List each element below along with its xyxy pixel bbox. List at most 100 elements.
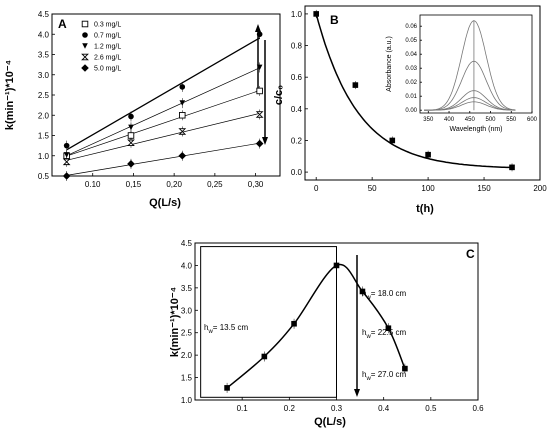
inset-xtick-label: 550 bbox=[506, 117, 517, 123]
panel-a-legend-marker bbox=[82, 32, 88, 38]
panel-a-legend-marker bbox=[81, 53, 89, 61]
panel-c-point bbox=[224, 385, 230, 391]
panel-a-legend-label: 2.6 mg/L bbox=[94, 55, 121, 62]
panel-c-height-annotation: hw= 18.0 cm bbox=[362, 289, 406, 301]
panel-c-xtick-label: 0.2 bbox=[284, 404, 296, 413]
panel-c-xlabel: Q(L/s) bbox=[314, 416, 346, 428]
panel-c-height-annotation: hw= 22.5 cm bbox=[362, 328, 406, 340]
inset-xtick-label: 500 bbox=[486, 117, 497, 123]
panel-a-point bbox=[62, 158, 71, 166]
panel-b-point bbox=[509, 164, 515, 171]
panel-a-point bbox=[63, 152, 70, 158]
panel-a-point bbox=[178, 128, 187, 135]
panel-a-fit-line bbox=[66, 37, 260, 151]
panel-a-legend-label: 0.7 mg/L bbox=[94, 33, 121, 40]
inset-ytick-label: 0.06 bbox=[405, 24, 417, 30]
inset-ytick-label: 0.05 bbox=[405, 38, 417, 44]
panel-c-ytick-label: 4.5 bbox=[181, 239, 193, 248]
panel-c-point bbox=[333, 262, 340, 269]
panel-a-point bbox=[179, 111, 186, 119]
panel-a-point bbox=[63, 142, 70, 149]
panel-a-point bbox=[127, 160, 135, 168]
panel-c: C 0.1 0.2 0.3 0.4 0.5 0.6 1.0 1.5 2.0 2.5 3.0 3.5 4.… bbox=[169, 239, 484, 428]
panel-c-label: C bbox=[466, 247, 475, 261]
panel-a-legend-marker bbox=[81, 20, 89, 28]
panel-c-xtick-label: 0.1 bbox=[237, 404, 249, 413]
panel-a-point bbox=[178, 151, 187, 160]
panel-c-xtick-label: 0.5 bbox=[425, 404, 437, 413]
inset-spectrum bbox=[424, 60, 516, 111]
panel-a-arrow-head-up bbox=[255, 24, 261, 32]
panel-b-xtick-label: 0 bbox=[314, 184, 319, 193]
inset-frame bbox=[419, 14, 533, 114]
inset-xtick-label: 450 bbox=[465, 117, 476, 123]
panel-a-xtick-label: 0,30 bbox=[248, 180, 264, 189]
panel-a-legend-label: 1.2 mg/L bbox=[94, 44, 121, 51]
panel-a-arrow-head-down bbox=[262, 137, 268, 145]
panel-c-point bbox=[261, 353, 268, 360]
panel-b-ytick-label: 1.0 bbox=[291, 10, 303, 19]
panel-c-height-annotation: hw= 27.0 cm bbox=[362, 370, 406, 382]
panel-b-point bbox=[313, 11, 319, 17]
panel-b-point bbox=[425, 151, 431, 158]
panel-a-ytick-label: 4.5 bbox=[38, 10, 50, 19]
panel-a-point bbox=[179, 100, 186, 106]
panel-c-point bbox=[359, 288, 366, 295]
panel-a-xtick-label: 0.10 bbox=[85, 180, 101, 189]
panel-a-ytick-label: 2.0 bbox=[38, 111, 50, 120]
inset-ytick-label: 0.04 bbox=[405, 52, 417, 58]
panel-a-point bbox=[128, 113, 134, 120]
panel-b-ytick-label: 0.6 bbox=[291, 73, 303, 82]
panel-b-label: B bbox=[330, 13, 339, 27]
inset-ytick-label: 0.00 bbox=[405, 108, 417, 114]
panel-a-ytick-label: 0.5 bbox=[38, 172, 50, 181]
panel-a-point bbox=[255, 111, 264, 118]
panel-b-ytick-label: 0.0 bbox=[291, 168, 303, 177]
panel-c-xtick-label: 0.6 bbox=[472, 404, 484, 413]
panel-a-ytick-label: 4.0 bbox=[38, 30, 50, 39]
panel-a-ytick-label: 1.0 bbox=[38, 152, 50, 161]
panel-b-ylabel: c/c₀ bbox=[273, 85, 285, 105]
panel-c-ytick-label: 3.0 bbox=[181, 306, 193, 315]
panel-b-ytick-label: 0.8 bbox=[291, 42, 303, 51]
inset-xtick-label: 600 bbox=[527, 117, 538, 123]
panel-a-point bbox=[128, 124, 134, 131]
panel-c-ytick-label: 2.5 bbox=[181, 329, 193, 338]
panel-c-ytick-label: 4.0 bbox=[181, 261, 193, 270]
panel-b-point bbox=[352, 82, 359, 88]
panel-c-xtick-label: 0.4 bbox=[378, 404, 390, 413]
panel-c-ytick-label: 1.0 bbox=[181, 396, 193, 405]
panel-a-fit-line bbox=[66, 90, 260, 157]
inset-xlabel: Wavelength (nm) bbox=[449, 126, 502, 133]
panel-b-xtick-label: 100 bbox=[421, 184, 435, 193]
panel-a-point bbox=[255, 139, 264, 148]
panel-c-ytick-label: 3.5 bbox=[181, 284, 193, 293]
panel-c-height-annotation: hw= 13.5 cm bbox=[204, 323, 248, 335]
panel-c-point bbox=[402, 365, 408, 372]
panel-b-ytick-label: 0.2 bbox=[291, 136, 303, 145]
panel-a-ylabel: k(min⁻¹)*10⁻⁴ bbox=[4, 60, 16, 130]
panel-b-xlabel: t(h) bbox=[416, 203, 434, 215]
inset-ytick-label: 0.03 bbox=[405, 66, 417, 72]
inset-spectrum bbox=[424, 20, 516, 111]
inset-spectrum bbox=[424, 101, 516, 111]
panel-a-ytick-label: 2.5 bbox=[38, 91, 50, 100]
panel-c-region-box bbox=[200, 246, 337, 398]
panel-b-xtick-label: 50 bbox=[368, 184, 377, 193]
panel-b-xtick-label: 150 bbox=[477, 184, 491, 193]
panel-a-point bbox=[127, 139, 135, 147]
panel-a-ytick-label: 3.0 bbox=[38, 71, 50, 80]
panel-a-legend-label: 5.0 mg/L bbox=[94, 66, 121, 73]
panel-a-point bbox=[62, 172, 71, 180]
panel-b-xtick-label: 200 bbox=[533, 184, 547, 193]
panel-c-ytick-label: 1.5 bbox=[181, 374, 193, 383]
panel-b-inset: 350 400 450 500 550 600 0.00 0.01 0.02 0.03 0.04 0.… bbox=[386, 14, 538, 133]
panel-a: A 0.10 0,15 0,20 0,25 0,30 0.5 1.0 1.5 2.0 2.5 3.0… bbox=[4, 10, 281, 209]
panel-a-legend-marker bbox=[81, 64, 89, 72]
inset-ytick-label: 0.02 bbox=[405, 80, 417, 86]
panel-b-ytick-label: 0.4 bbox=[291, 105, 303, 114]
panel-a-xtick-label: 0,25 bbox=[207, 180, 223, 189]
panel-c-arrow-head bbox=[354, 389, 360, 397]
panel-c-ytick-label: 2.0 bbox=[181, 351, 193, 360]
